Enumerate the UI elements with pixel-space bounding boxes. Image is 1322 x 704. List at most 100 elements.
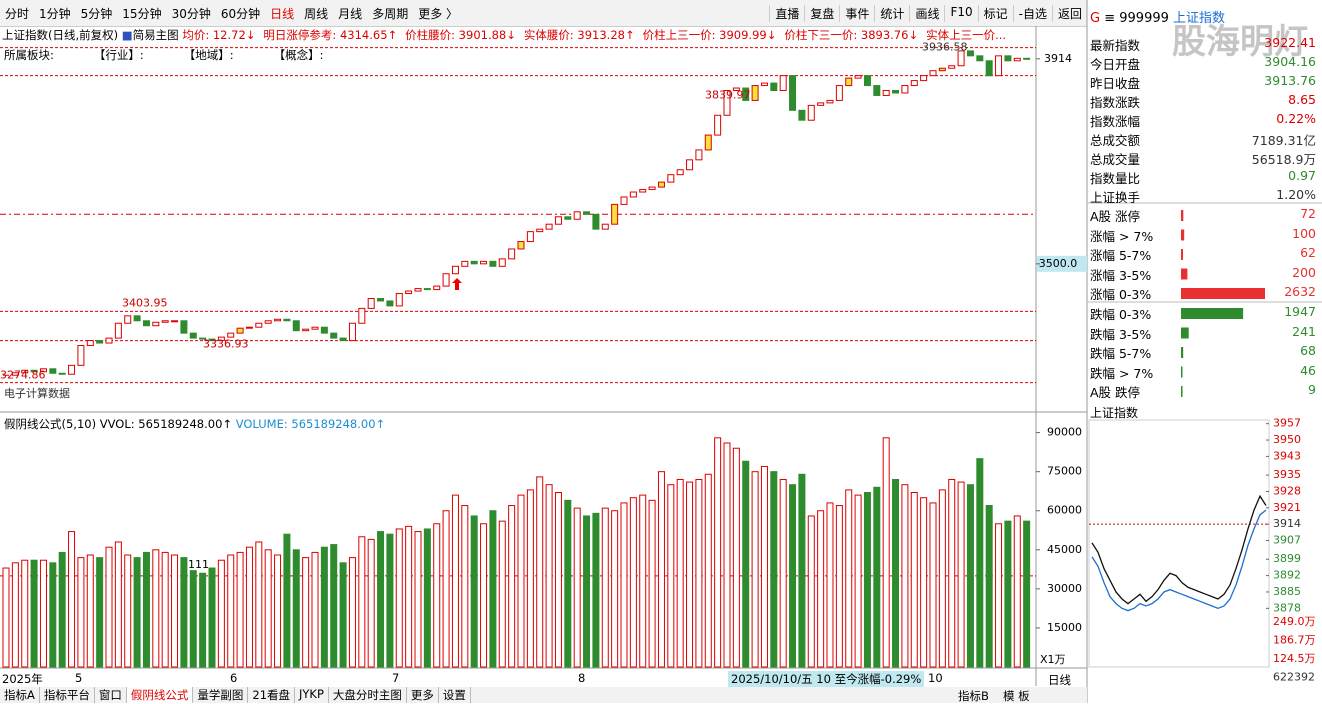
volume-bar [554, 492, 562, 668]
tab[interactable]: 5分钟 [80, 6, 113, 21]
volume-bar [227, 554, 235, 668]
volume-bar [629, 497, 637, 668]
candle [751, 85, 759, 101]
candle [264, 320, 272, 324]
candle [470, 260, 478, 265]
volume-bar [798, 473, 806, 668]
volume-bar [114, 541, 122, 668]
label: 昨日收盘 [1090, 76, 1141, 91]
candle [320, 326, 328, 334]
volume-bar [601, 507, 609, 668]
stat-row: A股 涨停 72 [1090, 206, 1318, 225]
button[interactable]: 画线 [909, 4, 944, 22]
name: 上证指数 [1173, 11, 1226, 26]
volume-bar [11, 562, 19, 668]
label: 跌幅 5-7% [1090, 346, 1152, 361]
tab[interactable]: 更多 〉 [418, 6, 459, 21]
candle [789, 75, 797, 111]
candle [227, 332, 235, 338]
candle [517, 241, 525, 250]
volume-bar [995, 523, 1003, 668]
tab[interactable]: 设置 [439, 687, 471, 703]
candle [461, 260, 469, 267]
quote-row: 上证换手 1.20% [1090, 187, 1318, 206]
candle [245, 326, 253, 329]
button[interactable]: F10 [944, 4, 977, 22]
mini-frame [1088, 419, 1270, 668]
volume-bar [611, 510, 619, 668]
tab[interactable]: 窗口 [95, 687, 127, 703]
volume-bar [236, 551, 244, 668]
volume-bar [966, 484, 974, 668]
value: 72 [1300, 206, 1316, 221]
candle [686, 159, 694, 171]
candle [142, 320, 150, 327]
volume-bar [161, 551, 169, 668]
tab[interactable]: 指标B [958, 689, 989, 703]
candle [105, 337, 113, 344]
tab[interactable]: 多周期 [372, 6, 409, 21]
candle [508, 248, 516, 260]
quote-row: 总成交量 56518.9万 [1090, 149, 1318, 168]
button[interactable]: -自选 [1012, 4, 1052, 22]
tab[interactable]: 更多 [407, 687, 439, 703]
y-tick-label: 3500.0 [1039, 257, 1078, 270]
button[interactable]: 直播 [769, 4, 804, 22]
volume-bar [68, 531, 76, 668]
tab[interactable]: 指标平台 [40, 687, 95, 703]
volume-bar [901, 484, 909, 668]
tab[interactable]: JYKP [295, 687, 329, 703]
volume-bar [695, 478, 703, 668]
tab[interactable]: 30分钟 [171, 6, 211, 21]
button[interactable]: 统计 [874, 4, 909, 22]
tab[interactable]: 分时 [5, 6, 30, 21]
candle [255, 322, 263, 328]
info-item: 均价: 12.72↓ [182, 28, 256, 42]
candle [807, 104, 815, 121]
candle [648, 186, 656, 191]
tab[interactable]: 日线 [270, 6, 295, 21]
label: 上证换手 [1090, 190, 1141, 205]
tab[interactable]: 指标A [0, 687, 40, 703]
button[interactable]: 标记 [977, 4, 1013, 22]
label: 总成交量 [1090, 152, 1141, 167]
candle [639, 189, 647, 193]
button[interactable]: 复盘 [804, 4, 839, 22]
candle [358, 307, 366, 324]
stat-row: 涨幅 0-3% 2632 [1090, 284, 1318, 303]
candle [910, 80, 918, 87]
button[interactable]: 事件 [839, 4, 874, 22]
date-label: 8 [578, 671, 586, 685]
tab[interactable]: 日线 [1048, 673, 1071, 687]
label: 所属板块: [4, 48, 54, 62]
tab[interactable]: 模 板 [1003, 689, 1030, 703]
tab[interactable]: 假阴线公式 [126, 687, 194, 703]
tab[interactable]: 15分钟 [122, 6, 162, 21]
tab[interactable]: 大盘分时主图 [329, 687, 407, 703]
volume-bar [105, 546, 113, 668]
tab[interactable]: 60分钟 [220, 6, 261, 21]
volume-bar [189, 570, 197, 668]
volume-bar [938, 489, 946, 668]
volume-bar [1004, 520, 1012, 668]
volume-bar [742, 460, 750, 668]
tab[interactable]: 21看盘 [248, 687, 296, 703]
y-tick-label: 3907 [1273, 534, 1301, 547]
volume-bar [199, 572, 207, 668]
label: 今日开盘 [1090, 57, 1141, 72]
volume-bar [133, 557, 141, 668]
volume-bar [30, 559, 38, 668]
candle [714, 114, 722, 136]
candle [573, 211, 581, 220]
tab[interactable]: 1分钟 [39, 6, 71, 21]
tab[interactable]: 月线 [338, 6, 363, 21]
tab[interactable]: 周线 [304, 6, 329, 21]
volume-bar [854, 494, 862, 668]
volume-bar [817, 510, 825, 668]
volume-bar [21, 559, 29, 668]
candle [489, 260, 497, 267]
label: A股 涨停 [1090, 209, 1141, 224]
tab[interactable]: 量学副图 [193, 687, 249, 703]
volume-bar [77, 557, 85, 668]
button[interactable]: 返回 [1051, 4, 1087, 22]
